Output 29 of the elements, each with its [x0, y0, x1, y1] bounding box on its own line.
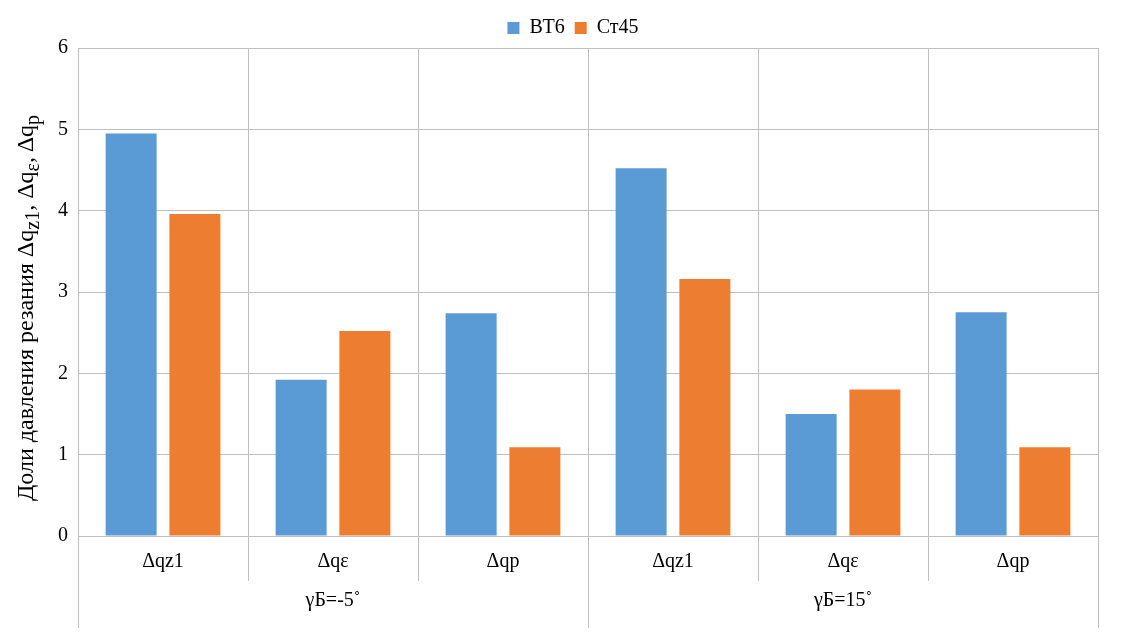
x-tick-label: Δqp	[996, 549, 1030, 573]
bar	[615, 168, 667, 536]
x-tick-label: Δqz1	[142, 549, 184, 573]
x-tick-label: Δqε	[317, 549, 349, 573]
bar	[105, 133, 157, 536]
bar	[785, 414, 837, 536]
bar	[169, 213, 221, 536]
x-tick-label: Δqz1	[652, 549, 694, 573]
y-tick-label: 6	[58, 35, 68, 58]
y-tick-label: 1	[58, 441, 68, 464]
x-tick-label: Δqε	[827, 549, 859, 573]
legend-label: ВТ6	[529, 15, 565, 38]
bar	[275, 379, 327, 536]
bar	[339, 331, 391, 536]
bar	[1019, 447, 1071, 536]
bar	[849, 389, 901, 536]
x-tick-label: Δqp	[486, 549, 520, 573]
bar	[679, 278, 731, 536]
bar	[955, 312, 1007, 536]
bar	[509, 447, 561, 536]
y-tick-label: 4	[58, 197, 68, 220]
y-tick-label: 0	[58, 523, 68, 546]
legend-label: Ст45	[596, 15, 639, 38]
text: γБ=15˚	[812, 588, 873, 612]
y-tick-label: 3	[58, 279, 68, 302]
bar	[445, 313, 497, 536]
y-tick-label: 5	[58, 116, 68, 139]
y-tick-label: 2	[58, 360, 68, 383]
text: γБ=-5˚	[304, 588, 361, 612]
